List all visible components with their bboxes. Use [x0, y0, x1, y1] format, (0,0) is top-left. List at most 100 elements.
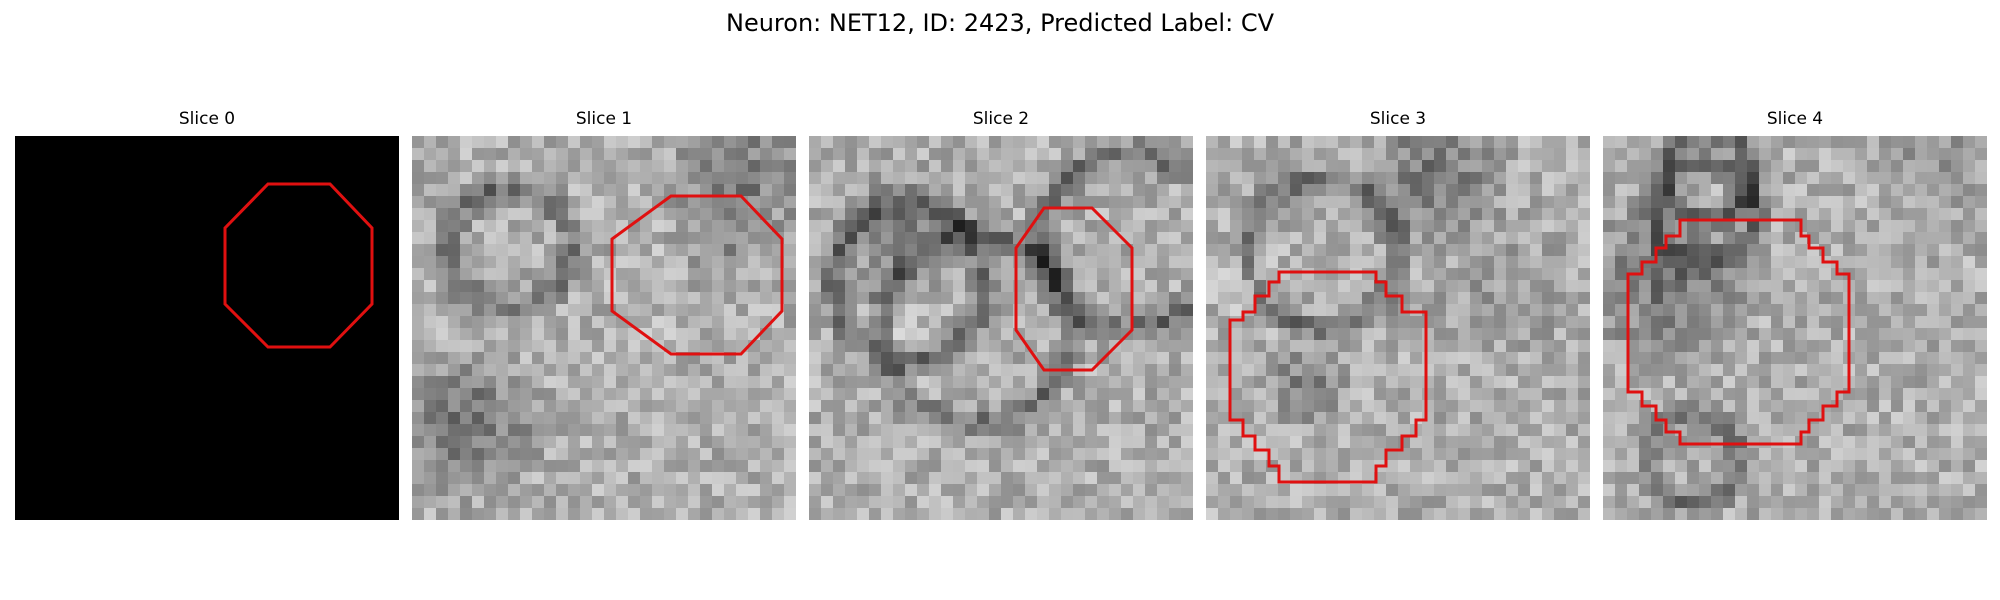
em-pixel [460, 184, 473, 197]
em-pixel [1326, 328, 1339, 341]
em-pixel [1085, 184, 1098, 197]
em-pixel [604, 448, 617, 461]
em-pixel [1867, 172, 1880, 185]
em-pixel [1855, 388, 1868, 401]
em-pixel [1530, 292, 1543, 305]
em-pixel [905, 376, 918, 389]
em-pixel [1675, 388, 1688, 401]
em-pixel [1699, 208, 1712, 221]
em-pixel [724, 148, 737, 161]
em-pixel [1855, 340, 1868, 353]
em-pixel [1675, 328, 1688, 341]
em-pixel [640, 352, 653, 365]
em-pixel [941, 160, 954, 173]
em-pixel [592, 484, 605, 497]
em-pixel [1530, 268, 1543, 281]
em-pixel [1951, 196, 1964, 209]
em-pixel [1879, 412, 1892, 425]
em-pixel [532, 280, 545, 293]
em-pixel [1073, 232, 1086, 245]
em-pixel [484, 232, 497, 245]
em-pixel [1723, 364, 1736, 377]
em-pixel [436, 136, 449, 149]
em-pixel [1603, 364, 1616, 377]
em-pixel [712, 316, 725, 329]
em-pixel [760, 376, 773, 389]
em-pixel [1326, 220, 1339, 233]
em-pixel [1374, 256, 1387, 269]
em-pixel [784, 280, 796, 293]
em-pixel [424, 256, 437, 269]
em-pixel [712, 328, 725, 341]
em-pixel [869, 472, 882, 485]
em-pixel [1554, 172, 1567, 185]
em-pixel [905, 244, 918, 257]
em-pixel [1049, 304, 1062, 317]
em-pixel [784, 328, 796, 341]
em-pixel [628, 292, 641, 305]
em-pixel [1073, 292, 1086, 305]
em-pixel [448, 460, 461, 473]
em-pixel [1266, 184, 1279, 197]
em-pixel [472, 364, 485, 377]
em-pixel [989, 292, 1002, 305]
em-pixel [544, 148, 557, 161]
em-pixel [1939, 388, 1952, 401]
em-pixel [1049, 376, 1062, 389]
em-pixel [1951, 412, 1964, 425]
em-pixel [1109, 244, 1122, 257]
em-pixel [1783, 472, 1796, 485]
em-pixel [881, 280, 894, 293]
em-pixel [448, 352, 461, 365]
em-pixel [472, 148, 485, 161]
em-pixel [1458, 292, 1471, 305]
em-pixel [1242, 268, 1255, 281]
em-pixel [1819, 196, 1832, 209]
em-pixel [905, 472, 918, 485]
em-pixel [1951, 352, 1964, 365]
em-pixel [857, 412, 870, 425]
em-pixel [1915, 424, 1928, 437]
em-pixel [1675, 472, 1688, 485]
em-pixel [1085, 304, 1098, 317]
em-pixel [809, 352, 822, 365]
em-pixel [1867, 340, 1880, 353]
em-pixel [857, 292, 870, 305]
em-pixel [1374, 184, 1387, 197]
em-pixel [1013, 364, 1026, 377]
em-pixel [1266, 136, 1279, 149]
em-pixel [929, 316, 942, 329]
em-pixel [881, 268, 894, 281]
em-pixel [1037, 196, 1050, 209]
em-pixel [1783, 304, 1796, 317]
em-pixel [1578, 412, 1590, 425]
em-pixel [1542, 424, 1555, 437]
em-pixel [857, 436, 870, 449]
em-pixel [1410, 184, 1423, 197]
em-pixel [1001, 364, 1014, 377]
em-pixel [1506, 388, 1519, 401]
em-pixel [1121, 292, 1134, 305]
em-pixel [1374, 136, 1387, 149]
em-pixel [412, 256, 425, 269]
em-pixel [1518, 448, 1531, 461]
em-pixel [1735, 244, 1748, 257]
em-pixel [1963, 412, 1976, 425]
em-pixel [1001, 196, 1014, 209]
em-pixel [1109, 196, 1122, 209]
em-pixel [532, 460, 545, 473]
em-pixel [1242, 280, 1255, 293]
em-pixel [1302, 160, 1315, 173]
em-pixel [1951, 148, 1964, 161]
em-pixel [568, 316, 581, 329]
em-pixel [508, 472, 521, 485]
em-pixel [1687, 160, 1700, 173]
em-pixel [664, 496, 677, 509]
em-pixel [1121, 460, 1134, 473]
em-pixel [1855, 328, 1868, 341]
em-pixel [893, 496, 906, 509]
em-pixel [1554, 232, 1567, 245]
em-pixel [1410, 136, 1423, 149]
em-pixel [1699, 136, 1712, 149]
em-pixel [592, 148, 605, 161]
